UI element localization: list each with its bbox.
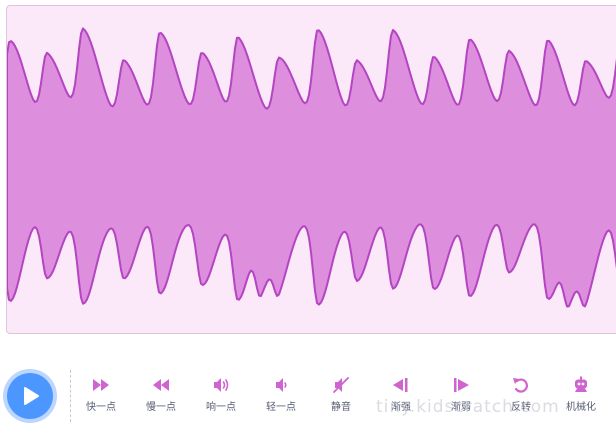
- fade-out-label: 渐弱: [451, 402, 471, 413]
- play-button[interactable]: [7, 373, 53, 419]
- louder-button[interactable]: 响一点: [193, 376, 249, 420]
- waveform-shape: [7, 27, 616, 308]
- toolbar-divider: [70, 370, 71, 422]
- reverse-button[interactable]: 反转: [493, 376, 549, 420]
- slower-icon: [153, 379, 169, 391]
- louder-icon: [214, 378, 229, 392]
- fade-out-icon: [454, 378, 469, 392]
- louder-label: 响一点: [206, 402, 236, 413]
- reverse-icon: [513, 378, 528, 393]
- robot-button[interactable]: 机械化: [553, 376, 609, 420]
- fade-in-icon: [393, 378, 408, 392]
- reverse-label: 反转: [511, 402, 531, 413]
- faster-label: 快一点: [86, 402, 116, 413]
- waveform-svg: [7, 27, 616, 308]
- mute-icon: [333, 377, 349, 393]
- slower-label: 慢一点: [146, 402, 176, 413]
- mute-button[interactable]: 静音: [313, 376, 369, 420]
- mute-label: 静音: [331, 402, 351, 413]
- faster-button[interactable]: 快一点: [73, 376, 129, 420]
- faster-icon: [93, 379, 109, 391]
- softer-label: 轻一点: [266, 402, 296, 413]
- waveform-panel[interactable]: [6, 5, 616, 334]
- fade-in-button[interactable]: 渐强: [373, 376, 429, 420]
- softer-button[interactable]: 轻一点: [253, 376, 309, 420]
- slower-button[interactable]: 慢一点: [133, 376, 189, 420]
- fade-out-button[interactable]: 渐弱: [433, 376, 489, 420]
- effects-toolbar: 快一点 慢一点 响一点 轻一点: [0, 360, 616, 424]
- fade-in-label: 渐强: [391, 402, 411, 413]
- robot-label: 机械化: [566, 402, 596, 413]
- softer-icon: [276, 378, 287, 392]
- watermark: tiny.kidscratch.com: [376, 397, 560, 417]
- play-icon: [24, 387, 39, 405]
- robot-icon: [575, 376, 587, 392]
